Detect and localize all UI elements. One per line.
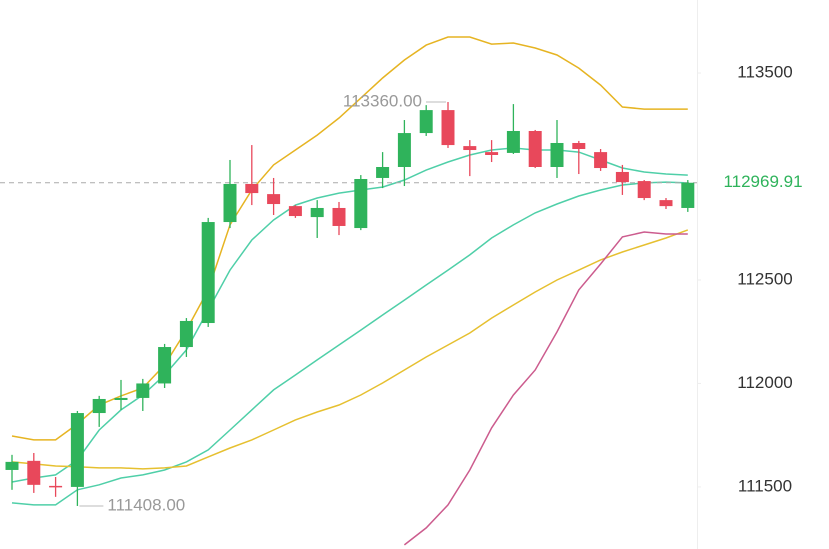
candle-body <box>310 207 324 218</box>
candle-body <box>245 183 259 194</box>
y-tick-label: 111500 <box>738 476 792 495</box>
candle-body <box>441 110 455 146</box>
candle-body <box>27 460 41 485</box>
candle-body <box>5 461 19 470</box>
candle-body <box>615 171 629 183</box>
candle-body <box>485 152 499 155</box>
candle-body <box>463 146 477 151</box>
y-tick-label: 113500 <box>737 63 792 82</box>
candle-body <box>201 222 215 324</box>
indicator-line <box>11 181 688 506</box>
candle-body <box>70 413 84 487</box>
candle-body <box>332 207 346 226</box>
candle-body <box>637 181 651 199</box>
indicator-line <box>11 229 689 470</box>
candle-body <box>114 397 128 401</box>
last-price-badge <box>698 168 829 197</box>
candle-body <box>49 485 63 488</box>
y-tick-label: 112000 <box>737 373 792 392</box>
candle-body <box>550 142 564 167</box>
candle-body <box>267 194 281 205</box>
candle-body <box>376 166 390 178</box>
candle-body <box>354 178 368 229</box>
candle-body <box>136 383 150 398</box>
indicator-line <box>11 147 688 483</box>
candle-body <box>659 200 673 207</box>
candle-body <box>681 182 695 208</box>
candle-body <box>92 398 106 414</box>
min-marker-label: 111408.00 <box>107 495 185 514</box>
candle-body <box>594 152 608 169</box>
candle-body <box>572 142 586 149</box>
candle-body <box>397 133 411 167</box>
candle-body <box>528 130 542 167</box>
candle-body <box>223 183 237 223</box>
max-marker-label: 113360.00 <box>343 92 422 111</box>
indicator-line <box>403 231 688 546</box>
candle-body <box>506 130 520 153</box>
candle-body <box>419 110 433 134</box>
y-tick-label: 112500 <box>737 269 792 288</box>
last-price-label: 112969.91 <box>723 172 802 191</box>
candle-body <box>288 206 302 217</box>
candle-body <box>179 320 193 348</box>
candle-body <box>158 347 172 384</box>
indicator-line <box>11 36 688 441</box>
